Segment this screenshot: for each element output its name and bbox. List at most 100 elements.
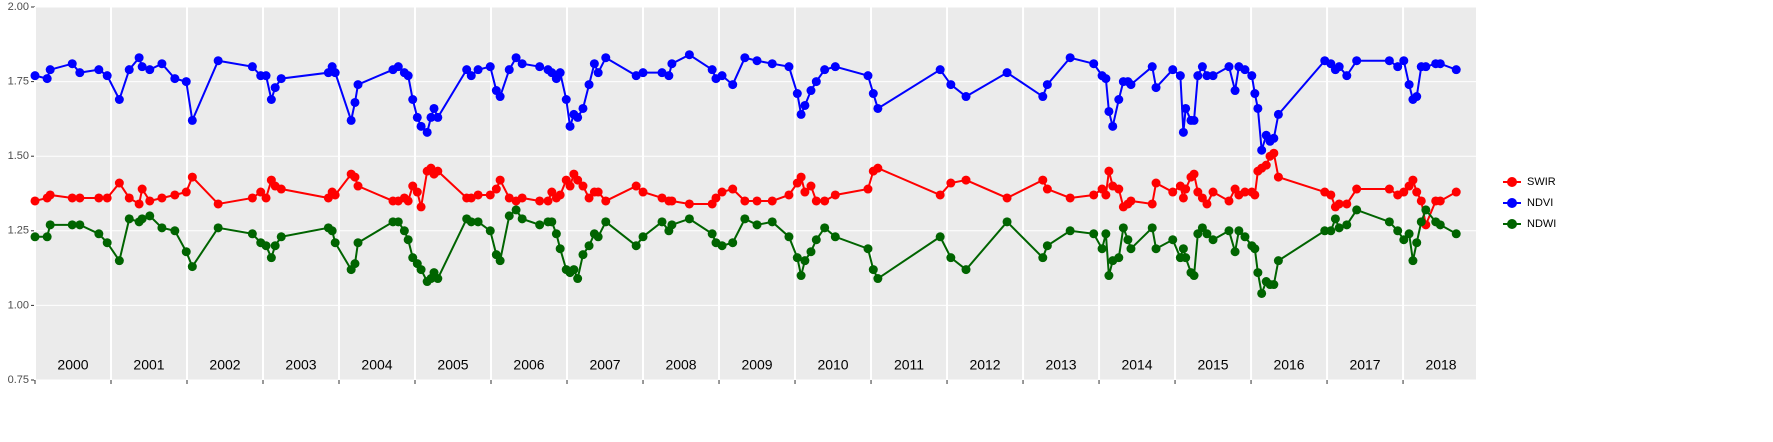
point (1234, 226, 1244, 236)
point (330, 68, 340, 78)
point (638, 232, 648, 242)
point (473, 65, 483, 75)
point (569, 265, 579, 275)
point (1208, 235, 1218, 245)
point (806, 86, 816, 96)
year-label: 2006 (513, 357, 544, 373)
point (946, 178, 956, 188)
point (800, 187, 810, 197)
point (1399, 56, 1409, 66)
point (1408, 175, 1418, 185)
point (1065, 53, 1075, 63)
point (631, 181, 641, 191)
point (935, 65, 945, 75)
point (1416, 217, 1426, 227)
point (728, 80, 738, 90)
point (350, 97, 360, 107)
point (1193, 71, 1203, 81)
point (1412, 92, 1422, 102)
point (157, 193, 167, 203)
legend-label: SWIR (1527, 176, 1556, 188)
point (1208, 71, 1218, 81)
point (261, 71, 271, 81)
point (1384, 217, 1394, 227)
point (1147, 199, 1157, 209)
point (1168, 65, 1178, 75)
year-label: 2012 (969, 357, 1000, 373)
point (1151, 178, 1161, 188)
point (961, 92, 971, 102)
point (1189, 169, 1199, 179)
point (664, 71, 674, 81)
point (495, 92, 505, 102)
point (573, 112, 583, 122)
point (1342, 220, 1352, 230)
point (170, 190, 180, 200)
point (1181, 253, 1191, 263)
point (1126, 196, 1136, 206)
point (638, 68, 648, 78)
point (740, 53, 750, 63)
point (30, 232, 40, 242)
point (511, 53, 521, 63)
point (256, 187, 266, 197)
point (1197, 62, 1207, 72)
point (495, 175, 505, 185)
year-label: 2004 (361, 357, 392, 373)
point (1224, 62, 1234, 72)
year-label: 2001 (133, 357, 164, 373)
point (796, 109, 806, 119)
point (67, 193, 77, 203)
point (137, 214, 147, 224)
point (811, 235, 821, 245)
point (1168, 187, 1178, 197)
point (1269, 148, 1279, 158)
point (181, 247, 191, 257)
point (1404, 80, 1414, 90)
point (408, 95, 418, 105)
point (1421, 205, 1431, 215)
point (170, 226, 180, 236)
point (1384, 56, 1394, 66)
year-label: 2007 (589, 357, 620, 373)
year-label: 2016 (1273, 357, 1304, 373)
point (946, 80, 956, 90)
point (94, 229, 104, 239)
point (565, 181, 575, 191)
point (811, 196, 821, 206)
point (124, 193, 134, 203)
point (485, 226, 495, 236)
point (473, 190, 483, 200)
point (767, 196, 777, 206)
point (1451, 187, 1461, 197)
point (1257, 145, 1267, 155)
point (578, 250, 588, 260)
point (1178, 127, 1188, 137)
point (752, 56, 762, 66)
point (1269, 280, 1279, 290)
point (45, 220, 55, 230)
point (30, 71, 40, 81)
point (578, 103, 588, 113)
point (145, 196, 155, 206)
point (1065, 226, 1075, 236)
point (1451, 65, 1461, 75)
point (1334, 199, 1344, 209)
point (1421, 62, 1431, 72)
point (247, 229, 257, 239)
point (1147, 62, 1157, 72)
point (1399, 235, 1409, 245)
point (1253, 103, 1263, 113)
point (573, 175, 583, 185)
point (1178, 193, 1188, 203)
point (170, 74, 180, 84)
point (504, 193, 514, 203)
point (429, 103, 439, 113)
point (806, 181, 816, 191)
point (1435, 196, 1445, 206)
point (1224, 196, 1234, 206)
point (657, 68, 667, 78)
point (631, 71, 641, 81)
point (1230, 86, 1240, 96)
point (547, 217, 557, 227)
